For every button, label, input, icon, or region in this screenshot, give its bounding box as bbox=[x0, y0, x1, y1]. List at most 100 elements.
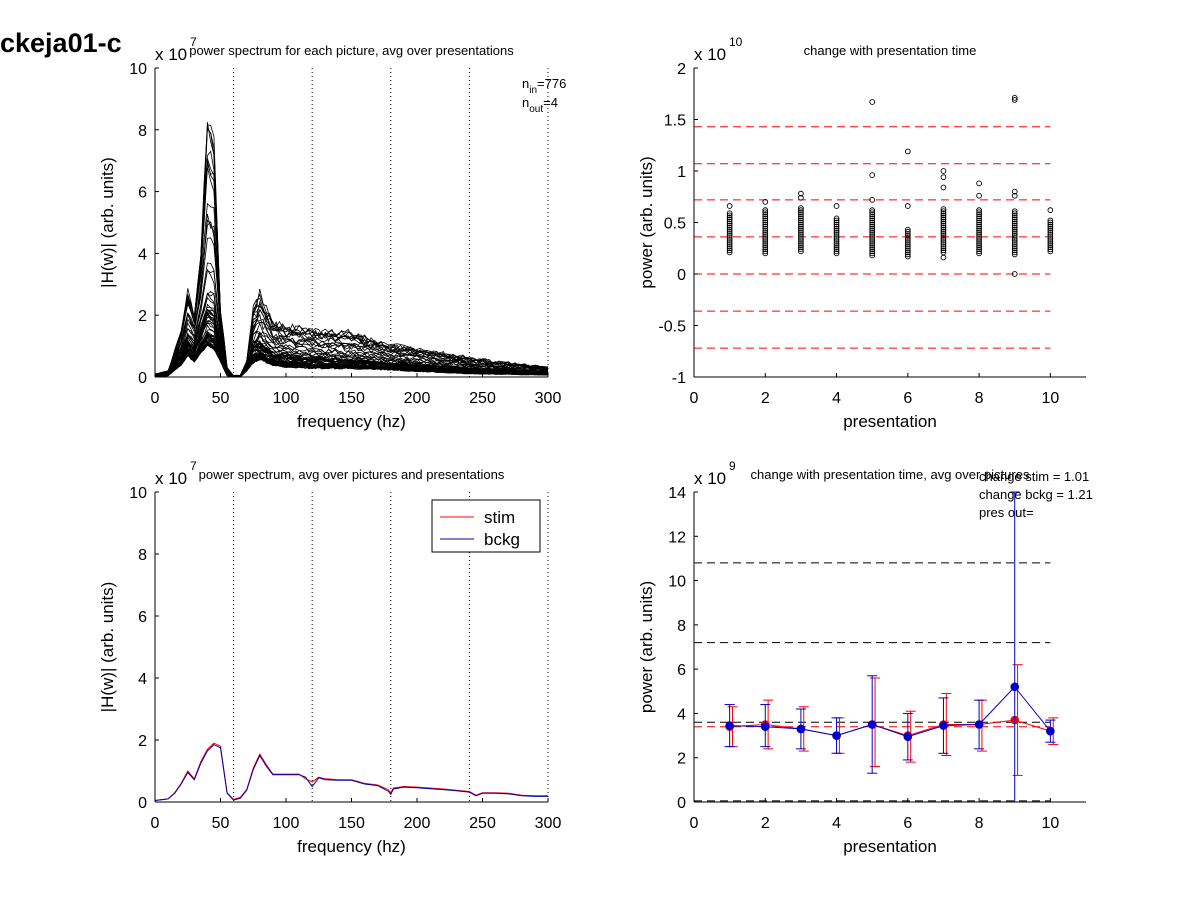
data-point bbox=[762, 213, 769, 220]
data-point bbox=[869, 244, 876, 251]
data-point bbox=[869, 219, 876, 226]
data-point bbox=[904, 237, 911, 243]
data-point bbox=[940, 222, 947, 229]
data-point bbox=[869, 250, 876, 257]
data-point bbox=[869, 207, 876, 213]
y-tick-label: 0 bbox=[677, 795, 686, 812]
data-point bbox=[976, 246, 982, 253]
data-point-bckg bbox=[867, 720, 877, 729]
axis-multiplier-exponent: 7 bbox=[190, 459, 197, 473]
data-point bbox=[762, 244, 769, 251]
data-point bbox=[1011, 214, 1018, 221]
series-line-bckg bbox=[729, 686, 1051, 738]
data-point bbox=[762, 242, 769, 249]
data-point bbox=[798, 248, 804, 255]
data-point bbox=[726, 212, 733, 219]
data-point bbox=[1047, 207, 1054, 213]
data-point bbox=[1047, 238, 1054, 244]
data-point bbox=[762, 215, 769, 222]
x-tick-label: 300 bbox=[535, 815, 562, 832]
panel-title: power spectrum, avg over pictures and pr… bbox=[199, 467, 505, 482]
data-point bbox=[976, 227, 982, 234]
spectrum-line bbox=[154, 237, 549, 377]
data-point bbox=[940, 241, 947, 247]
data-point bbox=[904, 226, 911, 233]
data-point bbox=[940, 184, 947, 191]
data-point bbox=[904, 230, 911, 237]
y-tick-label: 4 bbox=[138, 246, 147, 263]
spectrum-line bbox=[154, 268, 549, 377]
data-point bbox=[726, 228, 733, 235]
y-tick-label: 1 bbox=[677, 164, 686, 181]
data-point bbox=[762, 223, 769, 230]
spectrum-line bbox=[154, 309, 549, 378]
x-tick-label: 250 bbox=[469, 815, 496, 832]
data-point bbox=[726, 243, 733, 250]
y-axis-label: |H(w)| (arb. units) bbox=[98, 157, 117, 288]
data-point bbox=[869, 234, 876, 240]
data-point bbox=[833, 217, 840, 224]
x-tick-label: 8 bbox=[975, 815, 984, 832]
data-point bbox=[726, 222, 733, 229]
y-axis-label: power (arb. units) bbox=[637, 156, 656, 288]
data-point bbox=[976, 250, 982, 257]
data-point bbox=[833, 238, 840, 244]
data-point bbox=[762, 232, 769, 238]
data-point bbox=[869, 227, 876, 234]
data-point bbox=[833, 236, 840, 242]
data-point bbox=[833, 227, 840, 234]
panel-p1: power spectrum for each picture, avg ove… bbox=[98, 35, 566, 431]
data-point bbox=[869, 213, 876, 220]
data-point bbox=[976, 221, 982, 228]
data-point bbox=[726, 237, 733, 243]
figure-title: ckeja01-c bbox=[0, 28, 122, 58]
y-tick-label: 2 bbox=[677, 751, 686, 768]
data-point bbox=[1011, 228, 1018, 235]
data-point bbox=[869, 248, 876, 255]
data-point bbox=[904, 253, 911, 260]
data-point bbox=[940, 174, 947, 181]
data-point bbox=[762, 250, 769, 257]
data-point-bckg bbox=[1046, 726, 1055, 736]
data-point bbox=[833, 240, 840, 246]
data-point bbox=[904, 233, 911, 239]
data-point bbox=[798, 229, 804, 236]
data-point bbox=[1011, 220, 1018, 227]
data-point bbox=[1011, 95, 1018, 101]
data-point bbox=[1047, 246, 1054, 253]
data-point bbox=[869, 223, 876, 230]
data-point bbox=[798, 223, 804, 230]
y-tick-label: 2 bbox=[138, 733, 147, 750]
data-point bbox=[762, 236, 769, 242]
data-point bbox=[1011, 192, 1018, 199]
x-tick-label: 150 bbox=[338, 815, 365, 832]
data-point bbox=[1047, 232, 1054, 238]
data-point bbox=[869, 240, 876, 246]
data-point bbox=[1011, 235, 1018, 241]
data-point bbox=[976, 209, 982, 216]
data-point bbox=[869, 211, 876, 218]
y-tick-label: 2 bbox=[138, 308, 147, 325]
data-point bbox=[762, 229, 769, 236]
data-point bbox=[1047, 217, 1054, 224]
data-point bbox=[904, 247, 911, 254]
spectrum-line bbox=[154, 122, 549, 377]
data-point bbox=[976, 207, 982, 213]
axis-multiplier: x 10 bbox=[694, 45, 726, 64]
spectrum-line bbox=[154, 158, 549, 377]
data-point bbox=[940, 226, 947, 233]
data-point bbox=[904, 239, 911, 245]
data-point bbox=[1011, 226, 1018, 233]
data-point bbox=[798, 190, 804, 197]
data-point bbox=[798, 242, 804, 249]
data-point bbox=[1047, 225, 1054, 232]
data-point bbox=[762, 207, 769, 213]
data-point bbox=[1011, 237, 1018, 243]
data-point bbox=[833, 221, 840, 228]
data-point bbox=[869, 209, 876, 216]
data-point bbox=[976, 219, 982, 226]
x-axis-label: frequency (hz) bbox=[297, 837, 406, 856]
data-point bbox=[976, 180, 982, 187]
